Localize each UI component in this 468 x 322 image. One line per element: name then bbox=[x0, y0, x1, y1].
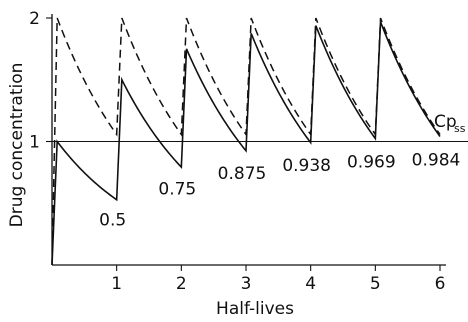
plot-area bbox=[51, 17, 441, 266]
y-tick-label: 1 bbox=[29, 133, 40, 153]
x-axis-title: Half-lives bbox=[216, 299, 294, 319]
y-tick-label: 2 bbox=[29, 9, 40, 29]
trough-label: 0.5 bbox=[99, 210, 126, 230]
labels: 0.5 0.75 0.875 0.938 0.969 0.984 bbox=[99, 150, 460, 230]
reference-line-label: Cp ss bbox=[434, 112, 466, 135]
trough-label: 0.875 bbox=[218, 164, 267, 184]
x-tick-label: 4 bbox=[305, 274, 316, 294]
trough-label: 0.75 bbox=[158, 179, 196, 199]
reference-label-subscript: ss bbox=[454, 122, 466, 135]
x-tick-label: 1 bbox=[111, 274, 122, 294]
x-tick-label: 2 bbox=[176, 274, 187, 294]
series-solid-line bbox=[51, 21, 441, 266]
reference-label-main: Cp bbox=[434, 112, 457, 132]
axes: 1 2 3 4 5 6 1 2 bbox=[29, 9, 468, 294]
x-tick-label: 6 bbox=[435, 274, 446, 294]
trough-label: 0.984 bbox=[412, 150, 461, 170]
trough-label: 0.938 bbox=[282, 156, 331, 176]
series-dashed-line bbox=[51, 17, 441, 266]
x-tick-label: 3 bbox=[241, 274, 252, 294]
x-tick-label: 5 bbox=[370, 274, 381, 294]
trough-label: 0.969 bbox=[347, 152, 396, 172]
y-axis-title: Drug concentration bbox=[7, 63, 27, 228]
